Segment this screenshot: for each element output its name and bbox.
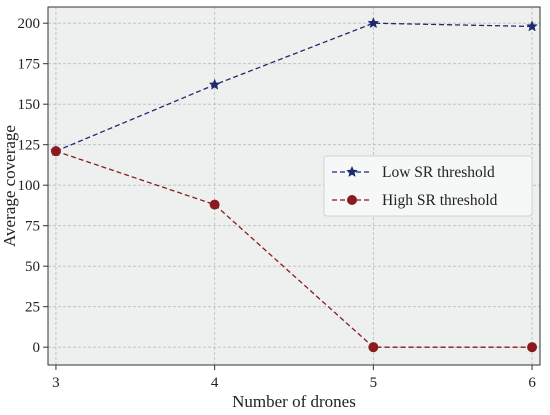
legend-label-low-sr: Low SR threshold xyxy=(382,164,495,181)
y-tick-label: 100 xyxy=(18,178,41,194)
legend-box xyxy=(323,155,533,217)
x-tick-label: 6 xyxy=(528,375,536,391)
x-tick-label: 3 xyxy=(52,375,60,391)
legend: Low SR threshold High SR threshold xyxy=(323,155,533,217)
y-tick-label: 0 xyxy=(33,340,41,356)
x-tick-label: 4 xyxy=(211,375,219,391)
data-point-high-sr xyxy=(368,342,379,353)
y-axis-label: Average coverage xyxy=(0,125,19,247)
y-tick-label: 175 xyxy=(18,57,41,73)
legend-swatch-low-sr xyxy=(332,165,372,177)
series-line-low-sr xyxy=(55,22,533,152)
x-axis-label: Number of drones xyxy=(232,392,356,411)
legend-label-high-sr: High SR threshold xyxy=(382,192,498,209)
data-point-low-sr xyxy=(208,78,221,90)
y-tick-label: 150 xyxy=(18,97,41,113)
legend-entry-low-sr: Low SR threshold xyxy=(332,164,495,181)
y-tick-label: 200 xyxy=(18,16,41,32)
series-group xyxy=(50,17,538,353)
data-point-high-sr xyxy=(527,342,538,353)
series-line-high-sr xyxy=(55,150,533,348)
grid xyxy=(48,7,540,365)
data-point-high-sr xyxy=(209,199,220,210)
y-tick-label: 25 xyxy=(25,300,40,316)
y-tick-label: 125 xyxy=(18,138,41,154)
legend-entry-high-sr: High SR threshold xyxy=(332,192,498,209)
y-tick-label: 50 xyxy=(25,259,40,275)
axis-ticks: 0 25 50 75 100 125 150 175 200 3 4 5 6 xyxy=(18,16,537,391)
data-point-low-sr xyxy=(526,20,538,32)
data-point-high-sr xyxy=(50,146,61,157)
legend-marker-high-sr xyxy=(347,195,357,205)
plot-frame xyxy=(47,6,541,366)
data-point-low-sr xyxy=(367,17,380,29)
y-tick-label: 75 xyxy=(25,219,40,235)
x-tick-label: 5 xyxy=(370,375,378,391)
legend-swatch-high-sr xyxy=(332,195,372,205)
legend-marker-low-sr xyxy=(346,165,358,177)
